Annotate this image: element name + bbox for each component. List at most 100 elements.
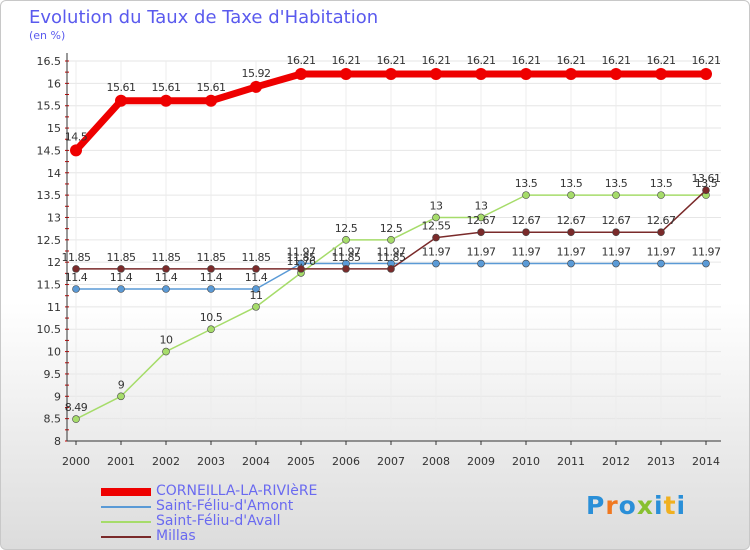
data-point	[115, 94, 127, 107]
y-tick-label: 11	[47, 301, 61, 314]
data-point	[657, 259, 665, 268]
data-point	[385, 67, 397, 80]
y-tick-label: 10.5	[37, 323, 62, 336]
legend-swatch	[101, 536, 151, 538]
data-label: 11.97	[422, 246, 451, 259]
y-tick-label: 10	[47, 346, 61, 359]
data-label: 11.97	[332, 246, 361, 259]
data-point	[612, 228, 620, 237]
y-tick-label: 8.5	[44, 413, 62, 426]
data-label: 16.21	[692, 54, 721, 67]
data-point	[207, 285, 215, 293]
data-label: 11.4	[155, 271, 178, 284]
data-point	[117, 265, 125, 273]
data-point	[162, 265, 170, 273]
data-label: 13	[475, 199, 488, 212]
data-label: 13.5	[650, 177, 673, 190]
data-point	[342, 265, 350, 273]
data-point	[475, 67, 487, 80]
x-tick-label: 2004	[242, 455, 270, 468]
data-point	[657, 228, 665, 237]
data-point	[522, 228, 530, 237]
data-label: 12.55	[422, 220, 451, 233]
data-label: 15.92	[242, 67, 271, 80]
data-label: 11.4	[245, 271, 268, 284]
data-label: 13.61	[692, 172, 721, 185]
data-label: 12.5	[335, 222, 358, 235]
legend-swatch	[101, 521, 151, 523]
x-tick-label: 2010	[512, 455, 540, 468]
data-point	[340, 67, 352, 80]
data-label: 16.21	[422, 54, 451, 67]
y-tick-label: 15.5	[37, 100, 62, 113]
data-label: 15.61	[107, 81, 136, 94]
logo-letter: i	[676, 491, 687, 520]
data-label: 16.21	[377, 54, 406, 67]
x-tick-label: 2003	[197, 455, 225, 468]
data-label: 11.97	[287, 246, 316, 259]
x-tick-label: 2008	[422, 455, 450, 468]
data-label: 13.5	[605, 177, 628, 190]
data-label: 9	[118, 378, 125, 391]
logo-letter: t	[663, 491, 677, 520]
data-label: 12.67	[647, 214, 676, 227]
data-point	[72, 415, 80, 423]
logo-letter: x	[636, 491, 654, 520]
data-point	[207, 325, 215, 334]
legend-label: Millas	[156, 528, 196, 544]
x-tick-label: 2000	[62, 455, 90, 468]
data-label: 13.5	[560, 177, 583, 190]
data-label: 12.67	[512, 214, 541, 227]
data-point	[565, 67, 577, 80]
data-point	[430, 67, 442, 80]
y-tick-label: 9	[54, 390, 61, 403]
data-point	[612, 191, 620, 199]
data-label: 16.21	[512, 54, 541, 67]
data-point	[432, 259, 440, 268]
data-point	[477, 259, 485, 268]
data-point	[522, 191, 530, 199]
x-tick-label: 2011	[557, 455, 585, 468]
data-label: 16.21	[332, 54, 361, 67]
data-label: 11.85	[242, 251, 271, 264]
logo-letter: r	[605, 491, 619, 520]
data-label: 13.5	[695, 177, 718, 190]
data-point	[117, 392, 125, 401]
y-tick-label: 14.5	[37, 144, 62, 157]
data-label: 12.5	[380, 222, 403, 235]
data-point	[477, 228, 485, 237]
data-label: 11.85	[377, 251, 406, 264]
legend-label: Saint-Féliu-d'Avall	[156, 513, 281, 529]
x-tick-label: 2005	[287, 455, 315, 468]
data-label: 11.97	[512, 246, 541, 259]
data-label: 11.4	[200, 271, 223, 284]
x-tick-label: 2014	[692, 455, 720, 468]
data-point	[612, 259, 620, 268]
data-label: 13	[430, 199, 443, 212]
data-point	[70, 144, 82, 157]
data-point	[700, 67, 712, 80]
data-point	[477, 213, 485, 222]
data-label: 11.85	[197, 251, 226, 264]
data-label: 11.4	[65, 271, 88, 284]
data-label: 15.61	[197, 81, 226, 94]
data-label: 11.85	[287, 251, 316, 264]
proxiti-logo: Proxiti	[586, 491, 686, 520]
logo-letter: i	[654, 491, 664, 520]
data-label: 12.67	[557, 214, 586, 227]
data-label: 11.97	[647, 246, 676, 259]
data-point	[610, 67, 622, 80]
data-point	[567, 191, 575, 199]
y-tick-label: 9.5	[44, 368, 62, 381]
data-point	[252, 303, 260, 311]
data-label: 11.97	[377, 246, 406, 259]
data-point	[160, 94, 172, 107]
data-label: 10	[160, 334, 173, 347]
data-label: 11.85	[152, 251, 181, 264]
data-point	[387, 236, 395, 244]
y-tick-label: 8	[54, 435, 61, 448]
data-label: 12.67	[467, 214, 496, 227]
data-point	[252, 285, 260, 293]
data-point	[207, 265, 215, 273]
